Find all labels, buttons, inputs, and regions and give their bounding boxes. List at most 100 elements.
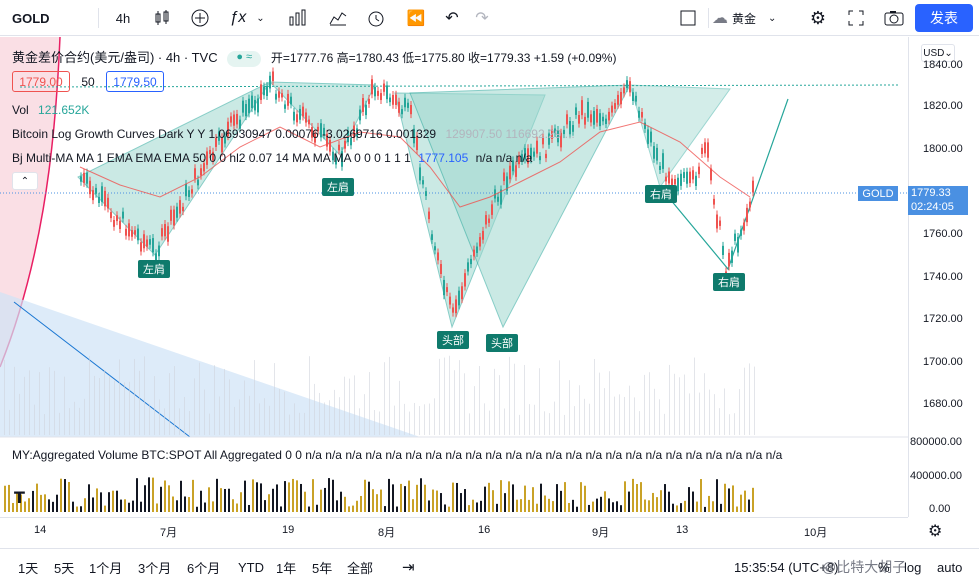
volume-bar: [36, 483, 38, 512]
volume-bar: [240, 492, 242, 512]
candle: [650, 131, 652, 143]
ask-price-button[interactable]: 1779.50: [106, 71, 164, 92]
volume-bar: [436, 490, 438, 512]
background-volume-bar: [339, 397, 340, 435]
background-volume-bar: [644, 374, 645, 435]
background-volume-bar: [444, 357, 445, 435]
candle: [131, 230, 133, 237]
collapse-legend-button[interactable]: ⌃: [12, 172, 38, 190]
head-tag[interactable]: 头部: [437, 331, 469, 349]
volume-bar: [664, 484, 666, 512]
volume-bar: [208, 487, 210, 512]
indicator-1-legend[interactable]: Bitcoin Log Growth Curves Dark Y Y 1.069…: [12, 127, 575, 141]
background-volume-bar: [249, 395, 250, 435]
background-volume-bar: [319, 392, 320, 435]
background-volume-bar: [554, 401, 555, 435]
background-volume-bar: [69, 408, 70, 435]
publish-button[interactable]: 发表: [915, 4, 973, 32]
market-status-badge[interactable]: ● ≈: [227, 50, 262, 67]
auto-toggle[interactable]: auto: [937, 559, 963, 575]
background-volume-bar: [519, 414, 520, 435]
candle: [269, 75, 271, 89]
symbol-search[interactable]: GOLD: [6, 0, 96, 36]
clock-timezone[interactable]: 15:35:54 (UTC+8): [734, 559, 839, 575]
layout-icon[interactable]: [672, 0, 704, 36]
volume-bar: [124, 499, 126, 512]
price-scale[interactable]: USD ⌄ 1840.00 1820.00 1800.00 1760.00 17…: [908, 37, 979, 517]
volume-bar: [180, 480, 182, 512]
range-5y[interactable]: 5年: [312, 560, 333, 576]
candle: [272, 71, 274, 82]
indicator-1-values: 129907.50 116692.29 ...: [445, 127, 575, 141]
background-volume-bar: [9, 409, 10, 435]
fullscreen-icon[interactable]: [840, 0, 872, 36]
right-shoulder-tag[interactable]: 右肩: [645, 185, 677, 203]
add-indicator-icon[interactable]: [184, 0, 216, 36]
interval-button[interactable]: 4h: [115, 10, 131, 26]
vol-value: 121.652K: [38, 103, 90, 117]
indicators-icon[interactable]: ƒx ⌄: [222, 0, 272, 36]
range-3m[interactable]: 3个月: [138, 560, 172, 576]
bar-chart-icon[interactable]: [282, 0, 314, 36]
background-volume-bar: [634, 397, 635, 435]
range-5d[interactable]: 5天: [54, 560, 75, 576]
indicator-2-legend[interactable]: Bj Multi-MA MA 1 EMA EMA EMA 50 0 0 hl2 …: [12, 151, 532, 165]
volume-bar: [44, 494, 46, 512]
camera-icon[interactable]: [878, 0, 910, 36]
symbol-title: 黄金差价合约(美元/盎司) · 4h · TVC: [12, 50, 218, 65]
percent-toggle[interactable]: %: [878, 559, 890, 575]
background-volume-bar: [449, 355, 450, 435]
background-volume-bar: [369, 372, 370, 435]
left-shoulder-tag[interactable]: 左肩: [138, 260, 170, 278]
background-volume-bar: [734, 413, 735, 435]
volume-bar: [636, 484, 638, 512]
goto-date-icon[interactable]: ⇥: [402, 559, 415, 576]
log-toggle[interactable]: log: [904, 559, 922, 575]
candle: [392, 94, 394, 105]
background-volume-bar: [654, 388, 655, 435]
range-6m[interactable]: 6个月: [187, 560, 221, 576]
candle: [284, 104, 286, 109]
replay-icon[interactable]: ⏪: [406, 10, 426, 27]
compare-symbol-button[interactable]: ☁ 黄金 ⌄: [712, 0, 798, 36]
background-volume-bar: [279, 389, 280, 435]
range-1y[interactable]: 1年: [276, 560, 297, 576]
candles-icon[interactable]: [146, 0, 178, 36]
legend-title: 黄金差价合约(美元/盎司) · 4h · TVC ● ≈ 开=1777.76 高…: [12, 47, 616, 67]
time-scale[interactable]: 14 7月 19 8月 16 9月 13 10月: [0, 517, 908, 543]
volume-bar: [48, 499, 50, 512]
right-shoulder-tag[interactable]: 右肩: [713, 273, 745, 291]
undo-icon[interactable]: ↶: [445, 10, 459, 27]
volume-bar: [600, 496, 602, 512]
candle: [680, 173, 682, 186]
candle: [242, 100, 244, 113]
volume-bar: [424, 484, 426, 512]
chart-settings-icon[interactable]: ⚙: [928, 523, 943, 540]
head-tag[interactable]: 头部: [486, 334, 518, 352]
candle: [425, 191, 427, 196]
currency-select[interactable]: USD ⌄: [921, 44, 955, 62]
candle: [458, 290, 460, 306]
chart-pane[interactable]: [0, 36, 908, 517]
background-volume-bar: [549, 413, 550, 435]
left-shoulder-tag[interactable]: 左肩: [322, 178, 354, 196]
volume-bar: [360, 495, 362, 512]
candle: [644, 122, 646, 129]
gear-icon[interactable]: ⚙: [809, 7, 827, 28]
background-volume-bar: [264, 398, 265, 435]
candle: [602, 116, 604, 122]
candle: [686, 171, 688, 184]
volume-bar: [432, 489, 434, 512]
range-1d[interactable]: 1天: [18, 560, 39, 576]
range-ytd[interactable]: YTD: [238, 559, 264, 575]
templates-icon[interactable]: [322, 0, 354, 36]
price-tick: 1680.00: [923, 398, 963, 410]
volume-bar: [408, 480, 410, 512]
bid-price-button[interactable]: 1779.00: [12, 71, 70, 92]
volume-pane-legend[interactable]: MY:Aggregated Volume BTC:SPOT All Aggreg…: [12, 448, 783, 462]
redo-icon[interactable]: ↷: [475, 10, 489, 27]
range-all[interactable]: 全部: [347, 560, 374, 576]
range-1m[interactable]: 1个月: [89, 560, 123, 576]
background-volume-bar: [439, 358, 440, 435]
alert-icon[interactable]: [360, 0, 392, 36]
